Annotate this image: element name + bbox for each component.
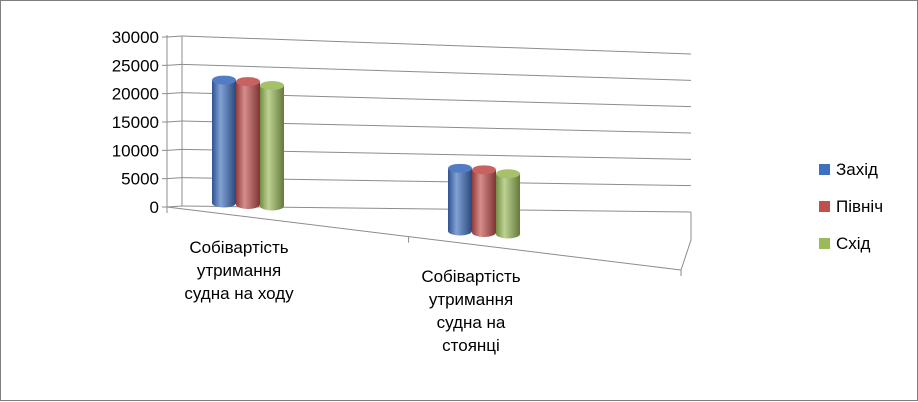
bar-body bbox=[212, 80, 236, 208]
gridline-side bbox=[166, 148, 183, 151]
legend-label: Захід bbox=[836, 159, 878, 179]
bar-0-0 bbox=[212, 75, 236, 208]
category-labels: Собівартість утримання судна на ходу Собіва… bbox=[184, 238, 520, 355]
bar-body bbox=[496, 173, 520, 239]
gridline bbox=[181, 63, 692, 81]
gridline-side bbox=[166, 92, 183, 95]
bars bbox=[212, 75, 520, 239]
bar-top bbox=[448, 163, 472, 173]
gridline-side bbox=[166, 177, 183, 180]
category-label: стоянці bbox=[442, 336, 500, 355]
y-tick-label: 20000 bbox=[112, 85, 159, 104]
legend-item-skhid: Схід bbox=[819, 225, 883, 262]
y-tick-label: 5000 bbox=[121, 170, 159, 189]
legend-swatch bbox=[819, 164, 830, 175]
bar-body bbox=[260, 85, 284, 211]
y-tick-label: 30000 bbox=[112, 28, 159, 47]
bar-top bbox=[496, 169, 520, 179]
bar-1-1 bbox=[472, 165, 496, 238]
bar-1-0 bbox=[448, 163, 472, 236]
bar-top bbox=[236, 77, 260, 87]
category-label: Собівартість bbox=[189, 238, 288, 257]
y-tick-label: 10000 bbox=[112, 141, 159, 160]
y-tick-label: 15000 bbox=[112, 113, 159, 132]
bar-top bbox=[472, 165, 496, 175]
legend-swatch bbox=[819, 238, 830, 249]
bar-top bbox=[212, 75, 236, 85]
category-label: Собівартість bbox=[421, 267, 520, 286]
bar-1-2 bbox=[496, 169, 520, 239]
legend: Захід Північ Схід bbox=[819, 151, 883, 262]
gridline bbox=[181, 35, 692, 55]
gridline-side bbox=[166, 35, 183, 38]
y-tick-label: 25000 bbox=[112, 56, 159, 75]
bar-body bbox=[448, 168, 472, 236]
category-label: судна на ходу bbox=[184, 284, 294, 303]
bar-body bbox=[236, 81, 260, 209]
category-label: судна на bbox=[437, 313, 506, 332]
category-label: утримання bbox=[429, 290, 513, 309]
legend-item-zakhid: Захід bbox=[819, 151, 883, 188]
gridline-side bbox=[166, 120, 183, 123]
axes bbox=[162, 35, 692, 276]
y-tick-labels: 0 5000 10000 15000 20000 25000 30000 bbox=[112, 28, 159, 217]
gridline bbox=[181, 205, 692, 213]
bar-0-1 bbox=[236, 77, 260, 209]
category-label: утримання bbox=[197, 261, 281, 280]
legend-label: Північ bbox=[836, 196, 884, 216]
legend-label: Схід bbox=[836, 233, 871, 253]
y-tick-label: 0 bbox=[150, 198, 159, 217]
floor-right-edge bbox=[680, 239, 692, 271]
bar-top bbox=[260, 81, 284, 90]
x-axis bbox=[166, 206, 682, 271]
legend-item-pivnich: Північ bbox=[819, 188, 883, 225]
bar-body bbox=[472, 169, 496, 238]
legend-swatch bbox=[819, 201, 830, 212]
gridline-side bbox=[166, 63, 183, 66]
bar-0-2 bbox=[260, 81, 284, 211]
